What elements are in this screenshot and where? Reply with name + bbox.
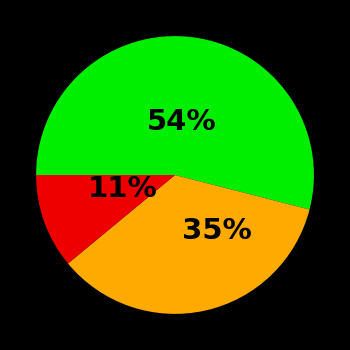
Wedge shape	[68, 175, 309, 314]
Text: 35%: 35%	[182, 217, 252, 245]
Text: 11%: 11%	[88, 175, 157, 203]
Wedge shape	[36, 175, 175, 264]
Text: 54%: 54%	[147, 108, 217, 136]
Wedge shape	[36, 36, 314, 210]
